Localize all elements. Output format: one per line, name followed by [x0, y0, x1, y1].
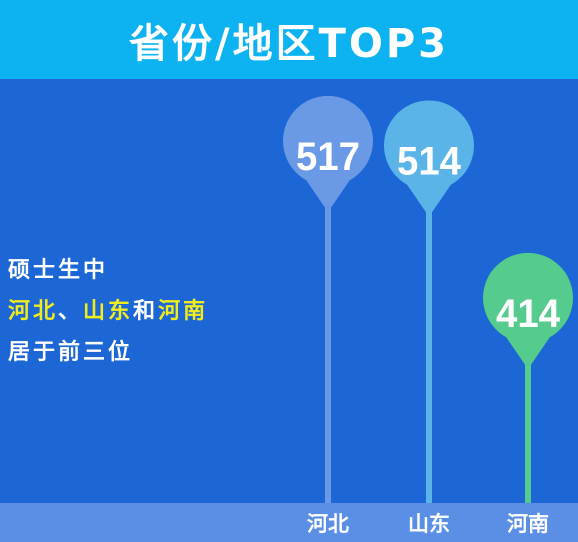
- caption-segment: 山东: [83, 299, 134, 324]
- pin-head: [283, 95, 374, 212]
- category-label: 河南: [507, 512, 549, 536]
- caption-segment: 河南: [158, 299, 209, 324]
- value-label: 414: [496, 292, 561, 336]
- caption-line-1: 硕士生中: [8, 258, 109, 283]
- caption-segment: 、: [58, 299, 84, 324]
- pin-stem: [525, 357, 531, 503]
- value-label: 514: [397, 140, 462, 184]
- title-bar: 省份/地区TOP3: [0, 0, 578, 79]
- category-label: 河北: [307, 512, 349, 536]
- caption-line-2: 河北、山东和河南: [8, 291, 208, 332]
- caption-line-3: 居于前三位: [8, 340, 134, 365]
- pin-stem: [426, 204, 432, 503]
- value-label: 517: [296, 135, 360, 179]
- caption-segment: 和: [133, 299, 159, 324]
- pin-head: [483, 252, 574, 369]
- chart-title: 省份/地区TOP3: [128, 20, 450, 67]
- bottom-band: [0, 503, 578, 542]
- pin-stem: [325, 200, 331, 503]
- caption-segment: 河北: [8, 299, 59, 324]
- pin-head: [384, 100, 475, 217]
- category-label: 山东: [408, 512, 450, 536]
- caption: 硕士生中 河北、山东和河南 居于前三位: [8, 250, 208, 373]
